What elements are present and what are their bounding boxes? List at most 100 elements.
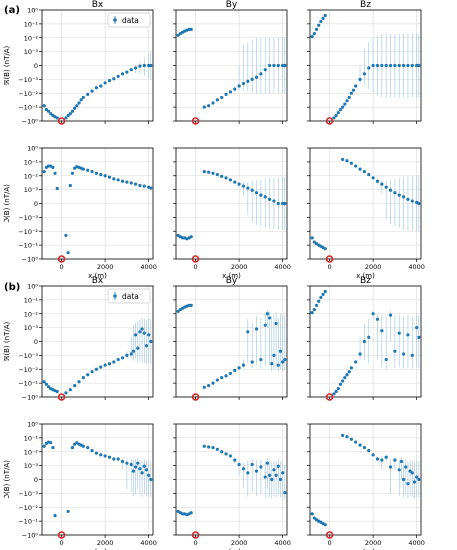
y-ticks: [307, 147, 310, 260]
y-ticks: 10⁰ 10⁻¹ 10⁻² 10⁻³ 0 −10⁻³ −10⁻² −10⁻¹ −10⁰: [18, 421, 42, 540]
y-tick-label: −10⁰: [22, 532, 39, 540]
data-point: [107, 78, 112, 83]
data-point: [263, 323, 267, 327]
data-point: [341, 105, 345, 109]
data-point: [140, 327, 144, 331]
data-point: [397, 468, 401, 472]
data-point: [397, 63, 401, 68]
y-tick-label: 10⁻²: [24, 34, 39, 42]
x-tick-label: 2000: [97, 539, 114, 547]
y-tick-label: −10⁰: [22, 394, 39, 402]
legend-label: data: [122, 16, 139, 25]
data-point: [189, 303, 193, 307]
subplot-a-by-real: By: [173, 0, 288, 125]
data-point: [375, 179, 380, 183]
data-point: [334, 389, 338, 394]
y-ticks: [173, 285, 176, 398]
y-tick-label: −10⁻¹: [18, 242, 38, 250]
data-point: [55, 186, 59, 191]
data-point: [116, 457, 120, 461]
data-point: [49, 112, 53, 116]
data-point: [202, 105, 206, 109]
data-point: [283, 491, 287, 495]
data-point: [207, 383, 211, 388]
x-ticks: 0 2000 4000: [194, 259, 291, 271]
data-point: [233, 87, 237, 91]
data-point: [202, 169, 206, 174]
source-marker: [325, 255, 334, 263]
data-point: [323, 13, 327, 18]
y-tick-label: 10⁻²: [24, 448, 39, 456]
subplot-a-bz-real: Bz: [307, 0, 422, 125]
data-point: [410, 199, 414, 203]
data-point: [81, 444, 85, 448]
data-point: [66, 251, 70, 255]
x-axis-label: x (m): [356, 272, 375, 280]
source-marker: [325, 393, 334, 401]
data-point: [272, 468, 276, 472]
data-point: [49, 441, 53, 445]
data-point: [237, 462, 241, 467]
data-point: [228, 454, 233, 458]
y-tick-label: −10⁻²: [18, 90, 38, 98]
source-marker: [191, 255, 200, 263]
column-title: Bz: [360, 0, 371, 10]
y-ticks: 10⁰ 10⁻¹ 10⁻² 10⁻³ 0 −10⁻³ −10⁻² −10⁻¹ −10⁰: [18, 7, 42, 126]
data-point: [224, 176, 228, 180]
data-point: [147, 333, 151, 337]
data-point: [144, 468, 149, 472]
data-point: [138, 467, 142, 471]
subplot-a-bz-imag: 0 2000 4000 x (m): [307, 147, 425, 280]
y-tick-label: 10⁻³: [24, 48, 39, 56]
data-point: [81, 376, 85, 380]
data-point: [149, 63, 153, 68]
data-point: [136, 346, 140, 350]
data-point: [86, 92, 90, 96]
data-point: [274, 473, 278, 477]
data-point: [408, 469, 412, 473]
data-point: [317, 23, 321, 27]
data-point: [417, 201, 421, 206]
data-point: [129, 462, 133, 467]
data-point: [267, 197, 272, 201]
data-point: [347, 370, 351, 374]
data-point: [358, 352, 362, 356]
data-point: [417, 477, 421, 482]
data-point: [417, 335, 421, 339]
data-point: [367, 335, 371, 339]
data-point: [147, 473, 151, 477]
data-point: [51, 445, 55, 450]
data-point: [270, 477, 274, 482]
data-point: [53, 514, 57, 518]
x-tick-label: 0: [328, 539, 332, 547]
data-point: [215, 447, 219, 451]
data-point: [77, 380, 81, 384]
data-point: [99, 365, 103, 369]
data-point: [341, 433, 345, 438]
data-point: [334, 113, 338, 118]
data-point: [380, 63, 384, 68]
data-point: [215, 378, 219, 382]
data-series: [176, 169, 287, 241]
data-point: [73, 106, 77, 110]
legend-marker: [113, 294, 117, 298]
x-axis-label: x (m): [88, 272, 107, 280]
data-point: [375, 317, 380, 321]
y-ticks: [173, 423, 176, 536]
data-point: [358, 167, 362, 171]
data-point: [233, 368, 237, 372]
data-point: [362, 72, 367, 76]
data-point: [310, 512, 314, 516]
data-point: [246, 471, 250, 475]
data-point: [312, 516, 316, 520]
data-point: [55, 116, 59, 120]
data-point: [70, 109, 75, 113]
data-point: [417, 63, 421, 68]
data-point: [233, 458, 237, 462]
x-tick-label: 2000: [365, 263, 382, 271]
data-point: [224, 92, 228, 96]
data-point: [66, 509, 70, 514]
x-axis-label: x (m): [222, 272, 241, 280]
data-point: [241, 363, 246, 367]
legend-marker: [113, 18, 117, 22]
